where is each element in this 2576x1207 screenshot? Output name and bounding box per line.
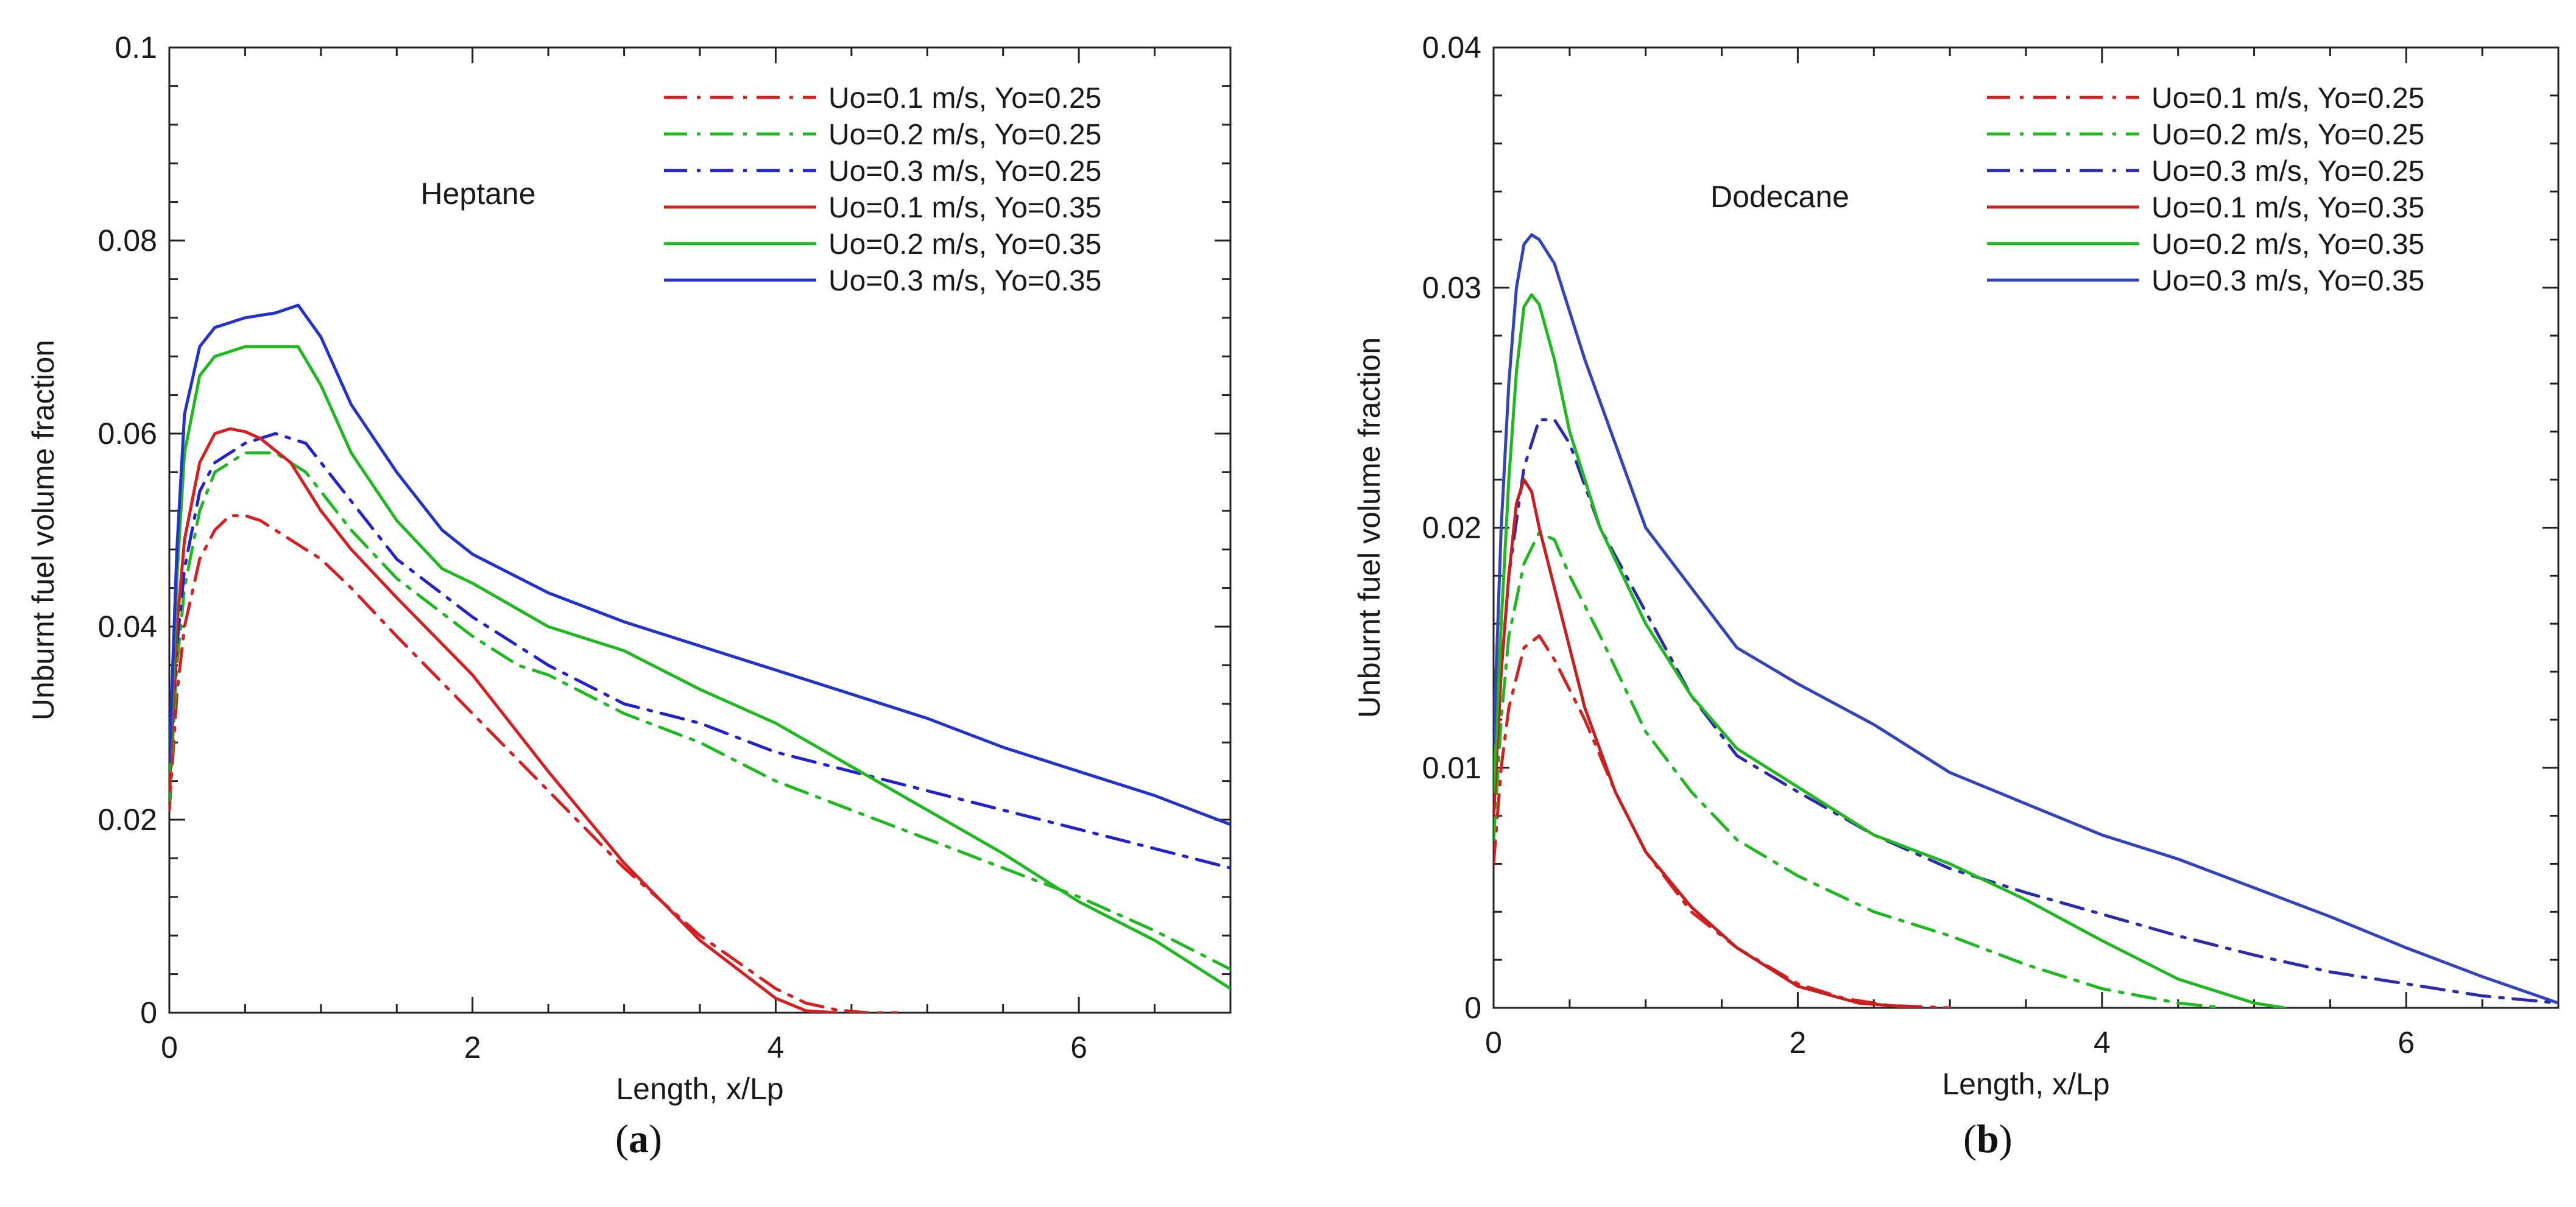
panel-label: (a) xyxy=(615,1117,662,1161)
legend-label-2: Uo=0.2 m/s, Yo=0.25 xyxy=(2151,119,2424,151)
legend-label-1: Uo=0.1 m/s, Yo=0.25 xyxy=(828,82,1101,114)
x-tick-label: 0 xyxy=(1485,1026,1502,1060)
series-lines xyxy=(1494,233,2558,1008)
legend-label-4: Uo=0.1 m/s, Yo=0.35 xyxy=(2151,192,2424,224)
x-tick-label: 0 xyxy=(161,1030,178,1064)
y-tick-label: 0.1 xyxy=(115,30,157,65)
series-line-3 xyxy=(1494,418,2558,1005)
panel-label-letter: b xyxy=(1977,1117,1999,1161)
series-lines xyxy=(169,303,1230,1013)
y-tick-label: 0 xyxy=(1464,991,1481,1025)
legend-label-4: Uo=0.1 m/s, Yo=0.35 xyxy=(828,192,1101,224)
x-tick-label: 4 xyxy=(768,1030,785,1064)
series-line-3 xyxy=(169,432,1230,870)
panel-label-close: ) xyxy=(1999,1117,2013,1161)
y-tick-label: 0 xyxy=(140,996,157,1030)
y-tick-label: 0.03 xyxy=(1422,270,1481,304)
series-line-6 xyxy=(1494,233,2558,1005)
y-tick-label: 0.02 xyxy=(98,803,157,837)
fuel-annotation: Dodecane xyxy=(1710,180,1849,214)
x-tick-label: 4 xyxy=(2094,1026,2111,1060)
y-tick-label: 0.08 xyxy=(98,223,157,258)
series-line-1 xyxy=(169,514,898,1013)
y-axis-title: Unburnt fuel volume fraction xyxy=(26,340,60,720)
legend-label-3: Uo=0.3 m/s, Yo=0.25 xyxy=(828,155,1101,188)
y-tick-label: 0.04 xyxy=(1422,30,1481,65)
y-axis-title: Unburnt fuel volume fraction xyxy=(1352,337,1386,718)
y-tick-label: 0.01 xyxy=(1422,751,1481,785)
series-line-4 xyxy=(169,427,838,1013)
legend-label-5: Uo=0.2 m/s, Yo=0.35 xyxy=(2151,228,2424,261)
legend-label-2: Uo=0.2 m/s, Yo=0.25 xyxy=(828,119,1101,151)
panel-b: 0 2 4 6 0 0.01 0.02 0.03 0.04 Length, x/Lp Unburnt… xyxy=(1352,30,2560,1161)
series-line-5 xyxy=(1494,293,2286,1008)
series-line-2 xyxy=(169,451,1230,971)
panel-label: (b) xyxy=(1963,1117,2013,1161)
panel-label-open: ( xyxy=(1963,1117,1977,1161)
legend-label-5: Uo=0.2 m/s, Yo=0.35 xyxy=(828,228,1101,261)
panel-label-close: ) xyxy=(649,1117,662,1161)
panel-label-letter: a xyxy=(629,1117,649,1161)
panel-a: 0 2 4 6 0 0.02 0.04 0.06 0.08 0.1 Length, x/Lp Unbu… xyxy=(26,30,1232,1161)
panel-label-open: ( xyxy=(615,1117,629,1161)
series-line-4 xyxy=(1494,478,1921,1008)
x-axis-title: Length, x/Lp xyxy=(1942,1067,2109,1101)
legend-label-6: Uo=0.3 m/s, Yo=0.35 xyxy=(828,265,1101,297)
series-line-5 xyxy=(169,345,1230,990)
legend-label-1: Uo=0.1 m/s, Yo=0.25 xyxy=(2151,82,2424,114)
series-line-6 xyxy=(169,303,1230,826)
fuel-annotation: Heptane xyxy=(420,177,535,211)
y-tick-label: 0.04 xyxy=(98,610,157,644)
legend-label-6: Uo=0.3 m/s, Yo=0.35 xyxy=(2151,265,2424,297)
x-axis-title: Length, x/Lp xyxy=(616,1072,783,1106)
x-tick-label: 2 xyxy=(464,1030,481,1064)
y-tick-label: 0.06 xyxy=(98,417,157,451)
x-tick-label: 6 xyxy=(2398,1026,2415,1060)
x-tick-label: 2 xyxy=(1790,1026,1807,1060)
legend-label-3: Uo=0.3 m/s, Yo=0.25 xyxy=(2151,155,2424,188)
series-line-2 xyxy=(1494,530,2226,1008)
x-tick-label: 6 xyxy=(1070,1030,1087,1064)
y-tick-label: 0.02 xyxy=(1422,511,1481,545)
